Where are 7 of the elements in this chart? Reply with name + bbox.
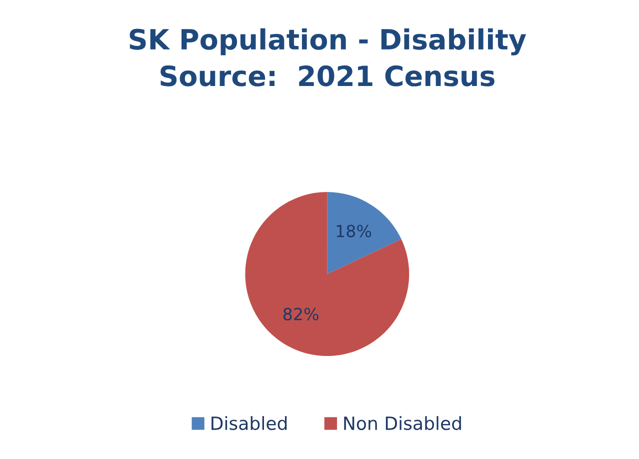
legend-label: Disabled	[212, 416, 287, 430]
data-label: 18%	[336, 224, 372, 238]
chart-title: SK Population - Disability Source: 2021 Census	[130, 28, 526, 86]
pie-slice	[245, 192, 410, 356]
pie-slice	[327, 192, 402, 274]
data-label: 82%	[283, 308, 318, 320]
legend-label: Non Disabled	[344, 416, 461, 430]
